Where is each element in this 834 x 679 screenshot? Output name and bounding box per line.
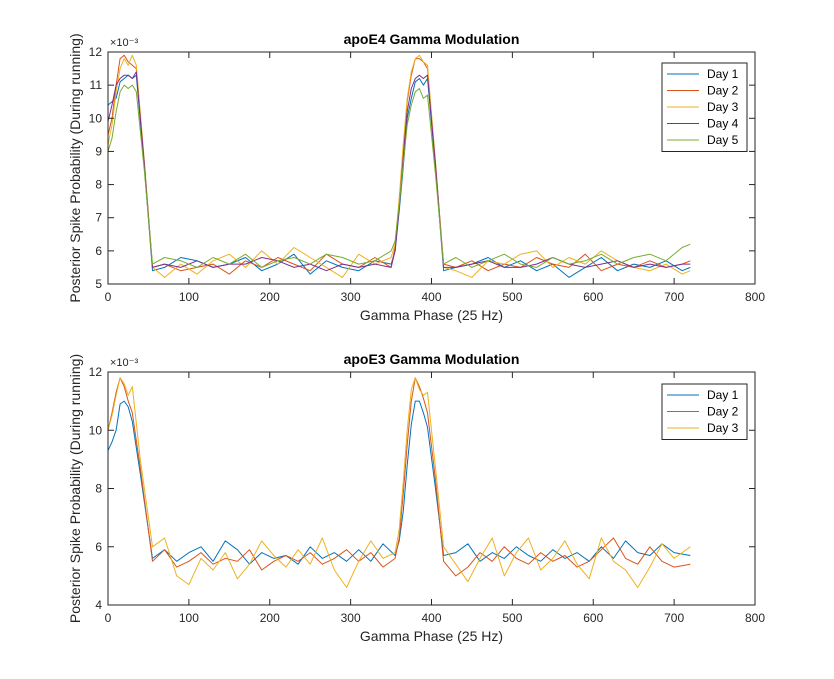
x-tick-label: 300 xyxy=(341,290,361,304)
x-tick-label: 300 xyxy=(341,611,361,625)
x-tick-label: 200 xyxy=(260,611,280,625)
legend-label: Day 1 xyxy=(707,388,739,402)
y-tick-label: 10 xyxy=(89,423,103,437)
x-tick-label: 100 xyxy=(179,611,199,625)
x-tick-label: 700 xyxy=(664,290,684,304)
y-axis-label: Posterior Spike Probability (During runn… xyxy=(67,33,83,302)
legend-label: Day 4 xyxy=(707,117,739,131)
y-tick-label: 6 xyxy=(95,244,102,258)
y-exponent-label: ×10⁻³ xyxy=(110,37,138,49)
plot-area xyxy=(108,52,755,284)
x-tick-label: 500 xyxy=(502,290,522,304)
legend-label: Day 3 xyxy=(707,100,739,114)
y-tick-label: 10 xyxy=(89,111,103,125)
plot-area xyxy=(108,372,755,605)
x-tick-label: 0 xyxy=(105,290,112,304)
series-line-day-5 xyxy=(107,84,691,268)
x-tick-label: 400 xyxy=(421,611,441,625)
series-line-day-2 xyxy=(107,377,691,577)
x-tick-label: 700 xyxy=(664,611,684,625)
x-tick-label: 800 xyxy=(745,611,765,625)
chart-2: 0 100 200 300 400 500 600 700 800 4 6 8 10 12 ×10⁻³ apo… xyxy=(67,351,765,644)
y-axis-label: Posterior Spike Probability (During runn… xyxy=(67,354,83,623)
legend: Day 1 Day 2 Day 3 Day 4 Day 5 xyxy=(661,62,748,152)
x-tick-label: 800 xyxy=(745,290,765,304)
y-tick-label: 4 xyxy=(95,598,102,612)
y-tick-label: 5 xyxy=(95,277,102,291)
y-tick-label: 8 xyxy=(95,482,102,496)
chart-title: apoE3 Gamma Modulation xyxy=(344,351,520,367)
x-tick-label: 400 xyxy=(421,290,441,304)
y-tick-label: 7 xyxy=(95,211,102,225)
y-exponent-label: ×10⁻³ xyxy=(110,357,138,369)
x-axis-label: Gamma Phase (25 Hz) xyxy=(360,628,503,644)
chart-1: 0 100 200 300 400 500 600 700 800 5 6 7 8 9 10 11 12 ×10⁻… xyxy=(67,31,765,323)
legend-label: Day 1 xyxy=(707,67,739,81)
series-line-day-3 xyxy=(107,377,691,588)
y-tick-label: 6 xyxy=(95,540,102,554)
x-tick-label: 500 xyxy=(502,611,522,625)
x-axis-label: Gamma Phase (25 Hz) xyxy=(360,307,503,323)
chart-title: apoE4 Gamma Modulation xyxy=(344,31,520,47)
x-tick-label: 0 xyxy=(105,611,112,625)
y-tick-label: 11 xyxy=(90,78,103,92)
x-tick-label: 100 xyxy=(179,290,199,304)
legend-label: Day 5 xyxy=(707,133,739,147)
x-tick-label: 600 xyxy=(583,611,603,625)
y-tick-label: 12 xyxy=(89,365,103,379)
x-tick-label: 600 xyxy=(583,290,603,304)
legend: Day 1 Day 2 Day 3 xyxy=(661,383,748,440)
legend-label: Day 2 xyxy=(707,84,739,98)
x-tick-label: 200 xyxy=(260,290,280,304)
y-tick-label: 8 xyxy=(95,178,102,192)
legend-label: Day 3 xyxy=(707,421,739,435)
series-line-day-1 xyxy=(107,400,691,565)
y-tick-label: 12 xyxy=(89,45,103,59)
y-tick-label: 9 xyxy=(95,144,102,158)
legend-label: Day 2 xyxy=(707,405,739,419)
